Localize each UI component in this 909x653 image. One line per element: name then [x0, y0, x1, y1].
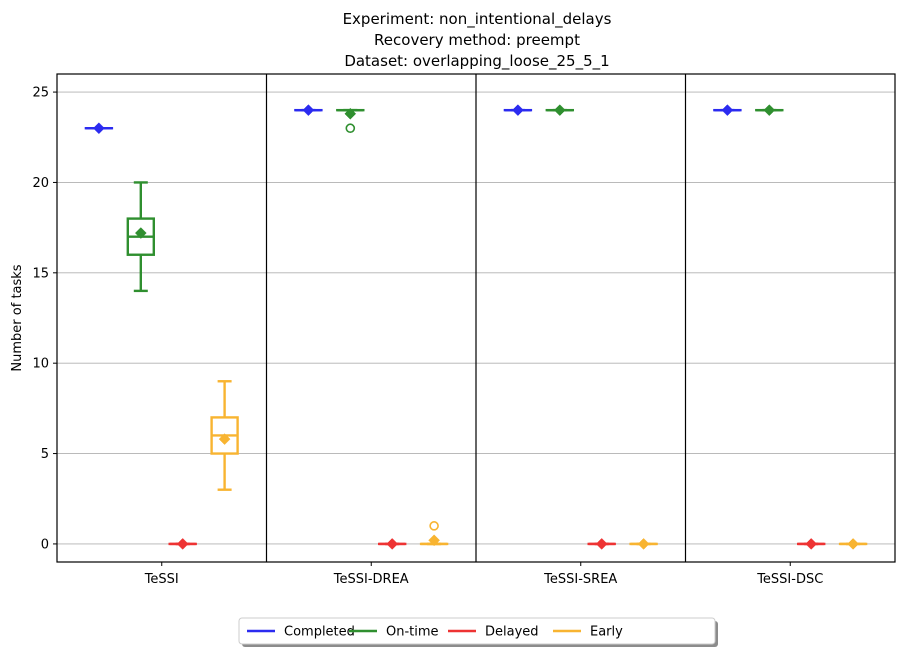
box-delayed-tessi-srea [587, 538, 616, 550]
legend-box [238, 617, 716, 645]
y-tick-label: 20 [32, 176, 49, 191]
legend-label-delayed: Delayed [485, 625, 539, 640]
mean-marker [512, 104, 524, 117]
box-on-time-tessi [126, 181, 156, 293]
box-early-tessi-srea [629, 538, 658, 550]
mean-marker [428, 534, 440, 547]
x-tick-label: TeSSI-DREA [333, 572, 409, 587]
mean-marker [93, 122, 105, 135]
mean-marker [847, 538, 859, 550]
box-delayed-tessi [168, 538, 197, 550]
y-tick-label: 15 [32, 266, 49, 281]
box-early-tessi-dsc [838, 538, 868, 550]
mean-marker [344, 107, 357, 120]
box-on-time-tessi-dsc [755, 104, 784, 117]
outlier-point [429, 521, 439, 531]
axes: 0 5 10 15 20 25 TeSSI TeSSI-DREA TeSSI-SREA TeSSI… [32, 73, 896, 587]
x-tick-label: TeSSI-SREA [543, 572, 617, 587]
chart-title: Experiment: non_intentional_delays Recov… [343, 10, 612, 71]
box-completed-tessi-dsc [713, 104, 742, 117]
box-completed-tessi-drea [294, 104, 323, 117]
mean-marker [302, 104, 315, 117]
plot-frame [56, 73, 896, 563]
y-tick-label: 10 [32, 357, 49, 372]
y-tick-label: 0 [41, 537, 49, 552]
y-tick-label: 5 [41, 447, 49, 462]
box-early-tessi-drea [419, 521, 449, 547]
mean-marker [637, 538, 650, 550]
y-tick-label: 25 [32, 86, 49, 101]
legend-label-completed: Completed [284, 625, 355, 640]
box-delayed-tessi-dsc [797, 538, 826, 550]
box-delayed-tessi-drea [378, 538, 407, 550]
outlier-point [345, 123, 356, 134]
mean-marker [763, 104, 776, 117]
y-axis-label: Number of tasks [10, 264, 25, 371]
legend-label-on-time: On-time [386, 625, 439, 640]
x-tick-label: TeSSI [144, 572, 179, 587]
box-completed-tessi [84, 122, 114, 135]
legend-label-early: Early [590, 625, 623, 640]
mean-marker [176, 538, 189, 550]
chart-title-line-3: Dataset: overlapping_loose_25_5_1 [344, 52, 609, 71]
chart-title-line-2: Recovery method: preempt [374, 31, 580, 49]
box-completed-tessi-srea [503, 104, 533, 117]
mean-marker [386, 538, 399, 550]
mean-marker [218, 433, 231, 445]
box-early-tessi [210, 380, 239, 491]
chart-title-line-1: Experiment: non_intentional_delays [343, 10, 612, 29]
mean-marker [595, 538, 608, 550]
legend: Completed On-time Delayed Early [238, 617, 718, 647]
box-on-time-tessi-srea [545, 104, 574, 117]
mean-marker [553, 104, 566, 117]
mean-marker [134, 227, 147, 239]
mean-marker [721, 104, 734, 117]
x-tick-label: TeSSI-DSC [756, 572, 823, 587]
box-on-time-tessi-drea [336, 107, 365, 134]
mean-marker [805, 538, 818, 550]
plot-area [84, 104, 868, 550]
